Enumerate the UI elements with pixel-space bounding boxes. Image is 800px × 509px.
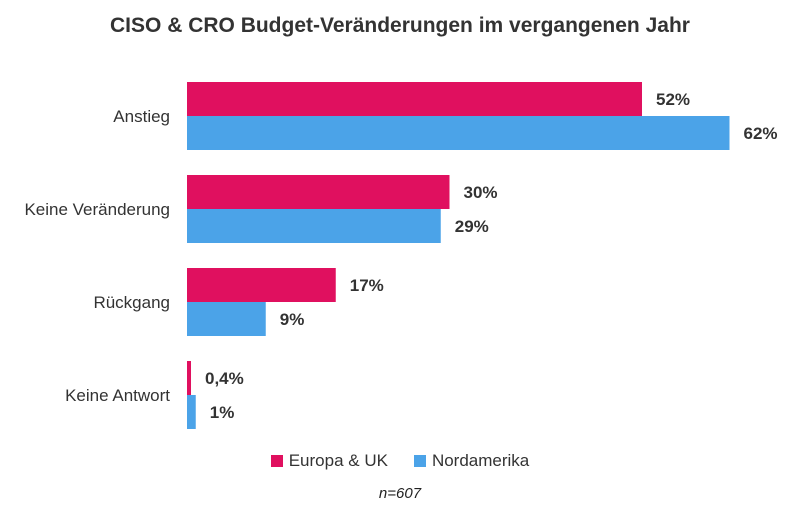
legend: Europa & UK Nordamerika [0,451,800,471]
bar-chart: Anstieg 52% 62% Keine Veränderung 30% 29% Rück… [24,82,778,429]
category-label-anstieg: Anstieg [113,107,170,126]
legend-item-europa: Europa & UK [270,451,388,471]
data-label-europa-uk-anstieg: 52% [656,90,690,109]
legend-label-nordamerika: Nordamerika [431,451,530,470]
legend-item-nordamerika: Nordamerika [413,451,530,471]
legend-swatch-nordamerika [413,455,426,467]
bar-europa-uk-keine-antwort [187,361,191,395]
category-label-keine-veränderung: Keine Veränderung [24,200,170,219]
legend-swatch-europa [270,455,283,467]
sample-size-note: n=607 [378,485,422,502]
data-label-nordamerika-anstieg: 62% [744,124,778,143]
chart-title: CISO & CRO Budget-Veränderungen im verga… [110,14,690,37]
legend-label-europa: Europa & UK [288,451,388,470]
data-label-europa-uk-keine-antwort: 0,4% [205,369,244,388]
data-label-europa-uk-rückgang: 17% [350,276,384,295]
data-label-nordamerika-keine-antwort: 1% [210,403,235,422]
category-label-rückgang: Rückgang [93,293,170,312]
data-label-europa-uk-keine-veränderung: 30% [464,183,498,202]
data-label-nordamerika-keine-veränderung: 29% [455,217,489,236]
bar-europa-uk-keine-veränderung [187,175,450,209]
category-label-keine-antwort: Keine Antwort [65,386,170,405]
bar-nordamerika-keine-veränderung [187,209,441,243]
bar-nordamerika-keine-antwort [187,395,196,429]
bar-europa-uk-rückgang [187,268,336,302]
data-label-nordamerika-rückgang: 9% [280,310,305,329]
bar-nordamerika-anstieg [187,116,730,150]
bar-nordamerika-rückgang [187,302,266,336]
bar-europa-uk-anstieg [187,82,642,116]
